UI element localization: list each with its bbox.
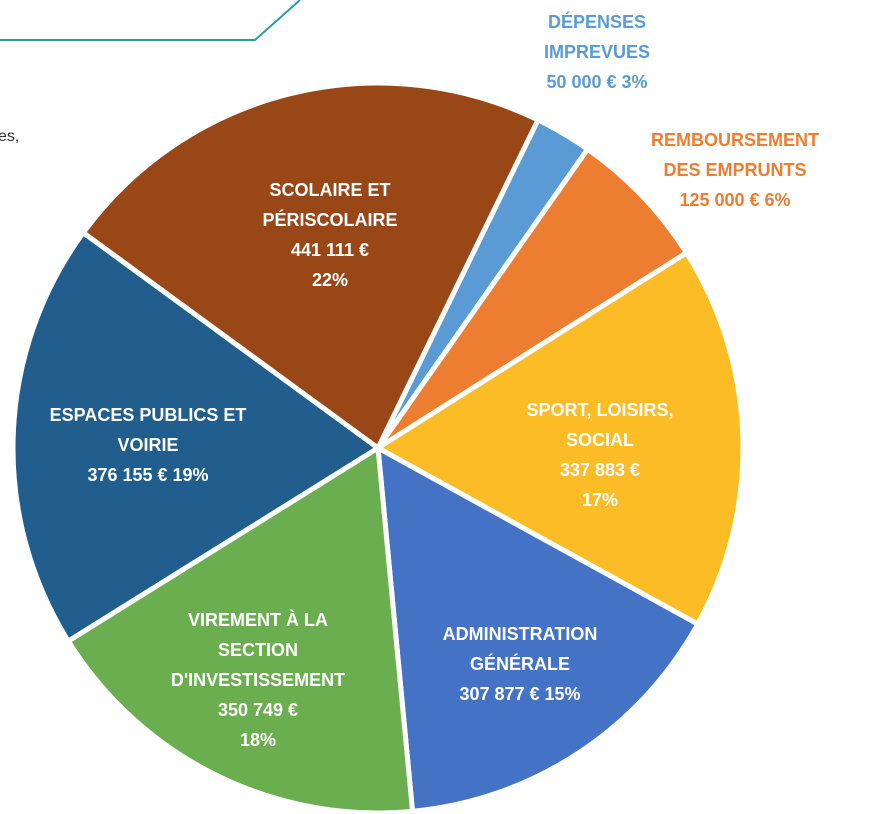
pie-slice	[80, 80, 541, 451]
value-label: 125 000 €	[679, 190, 760, 210]
value-label: 50 000 €	[546, 72, 617, 92]
value-label: 307 877 €	[459, 684, 540, 704]
slice-label: SCOLAIRE ET PÉRISCOLAIRE 441 111 € 22%	[235, 175, 425, 295]
value-line: 307 877 € 15%	[400, 679, 640, 709]
pie-slice	[10, 230, 381, 644]
percent-label: 6%	[764, 190, 791, 210]
pie-slice	[65, 445, 416, 814]
value-label: 376 155 €	[87, 465, 168, 485]
percent-label: 18%	[239, 730, 277, 750]
category-label: REMBOURSEMENT DES EMPRUNTS	[650, 130, 819, 180]
category-label: SPORT, LOISIRS, SOCIAL	[526, 400, 674, 450]
pie-slice	[375, 146, 689, 451]
value-line: 50 000 € 3%	[522, 67, 672, 97]
pie-slice	[375, 445, 701, 814]
percent-label: 22%	[311, 270, 349, 290]
value-label: 441 111 €	[290, 240, 370, 260]
slice-label: ESPACES PUBLICS ET VOIRIE 376 155 € 19%	[48, 400, 248, 490]
percent-label: 3%	[621, 72, 648, 92]
percent-label: 19%	[172, 465, 209, 485]
slice-label: DÉPENSES IMPREVUES 50 000 € 3%	[522, 7, 672, 97]
slice-label: ADMINISTRATION GÉNÉRALE 307 877 € 15%	[400, 619, 640, 709]
side-text: es,	[0, 128, 20, 145]
category-label: SCOLAIRE ET PÉRISCOLAIRE	[262, 180, 398, 230]
category-label: VIREMENT À LA SECTION D'INVESTISSEMENT	[170, 610, 346, 690]
percent-label: 15%	[544, 684, 581, 704]
category-label: ADMINISTRATION GÉNÉRALE	[442, 624, 598, 674]
category-label: ESPACES PUBLICS ET VOIRIE	[49, 405, 247, 455]
percent-label: 17%	[581, 490, 619, 510]
value-label: 350 749 €	[217, 700, 299, 720]
value-line: 376 155 € 19%	[48, 460, 248, 490]
decor-line	[0, 0, 301, 41]
category-label: DÉPENSES IMPREVUES	[543, 12, 651, 62]
slice-label: REMBOURSEMENT DES EMPRUNTS 125 000 € 6%	[635, 125, 835, 215]
value-label: 337 883 €	[559, 460, 641, 480]
value-line: 125 000 € 6%	[635, 185, 835, 215]
pie-slice	[375, 250, 746, 627]
slice-label: VIREMENT À LA SECTION D'INVESTISSEMENT 35…	[151, 605, 366, 755]
slice-label: SPORT, LOISIRS, SOCIAL 337 883 € 17%	[515, 395, 685, 515]
